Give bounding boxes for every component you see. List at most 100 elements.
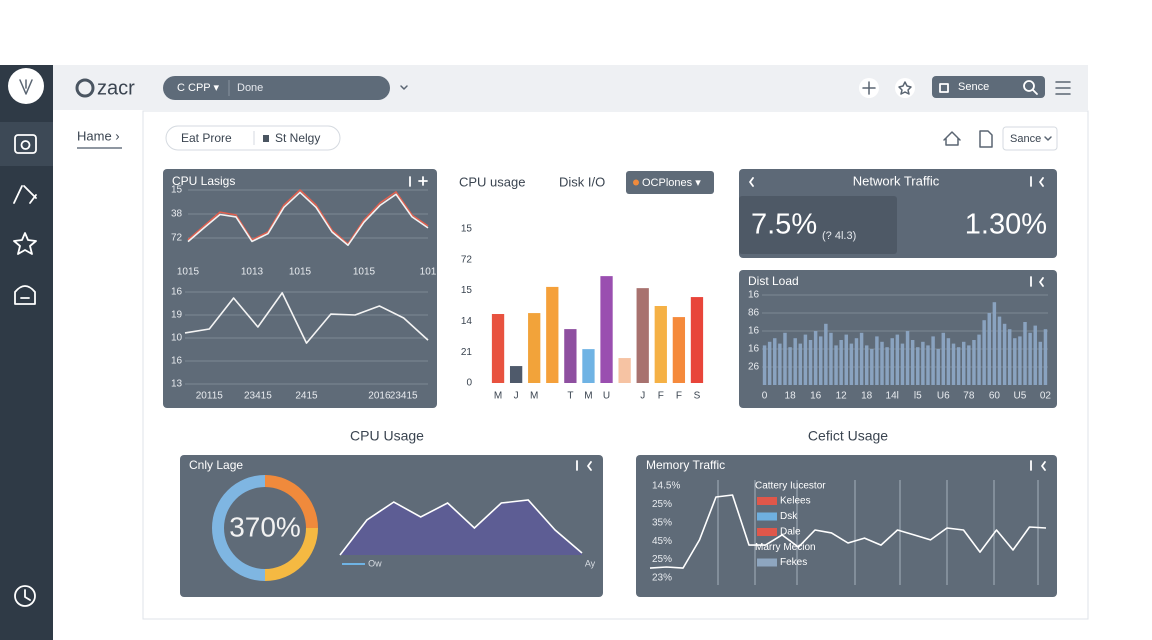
bar xyxy=(636,288,649,383)
icon-clock[interactable] xyxy=(14,585,36,607)
icon-bag[interactable] xyxy=(14,285,36,305)
icon-calendar[interactable] xyxy=(14,134,37,154)
bar xyxy=(690,297,704,383)
bar xyxy=(844,334,849,385)
donut-slice xyxy=(265,528,318,581)
y-tick-label: 26 xyxy=(748,362,760,373)
card-title: Memory Traffic xyxy=(646,458,725,472)
icon-calendar-dot xyxy=(20,140,31,150)
icon-clock-hand xyxy=(24,589,31,601)
area-fill xyxy=(340,500,582,555)
bar xyxy=(1033,325,1037,385)
bar xyxy=(773,338,777,385)
search-placeholder[interactable]: Sence xyxy=(958,81,989,93)
series-dropdown[interactable] xyxy=(626,171,714,194)
card-actions[interactable] xyxy=(409,176,428,187)
icon-star[interactable] xyxy=(13,232,37,255)
bar xyxy=(813,331,818,385)
x-tick-label: T xyxy=(567,391,573,402)
x-tick-label: U5 xyxy=(1014,391,1027,402)
x-tick-label: F xyxy=(676,391,682,402)
bar xyxy=(936,349,940,385)
toolbar-dropdown-label[interactable]: Sance xyxy=(1010,133,1041,145)
star-button[interactable] xyxy=(895,78,915,98)
bar xyxy=(491,314,505,383)
bar xyxy=(762,345,767,385)
x-tick-label: 2415 xyxy=(295,391,318,402)
y-tick-label: 72 xyxy=(171,233,183,244)
bar xyxy=(951,343,956,385)
x-tick-label: Ay xyxy=(585,558,596,568)
bar xyxy=(859,332,864,385)
filter[interactable]: Eat Prore xyxy=(181,131,232,145)
menu-icon[interactable] xyxy=(1055,81,1071,95)
bar xyxy=(1023,322,1027,385)
card-actions[interactable] xyxy=(1030,460,1046,471)
card-title: Dist Load xyxy=(748,274,799,288)
bar xyxy=(824,323,828,385)
bar xyxy=(997,316,1002,385)
x-tick-label: 101 xyxy=(420,267,437,278)
card-actions[interactable] xyxy=(1030,276,1044,287)
lock-icon xyxy=(263,135,269,142)
card-title: Network Traffic xyxy=(853,173,940,188)
bar xyxy=(926,345,930,385)
x-tick-label: 1015 xyxy=(177,267,200,278)
card-actions[interactable] xyxy=(749,176,1044,187)
bar xyxy=(1002,323,1007,385)
series-dropdown-label[interactable]: OCPlones ▾ xyxy=(642,177,701,189)
bar xyxy=(885,347,889,385)
x-tick-label: 23415 xyxy=(390,391,418,402)
card-actions[interactable] xyxy=(576,460,592,471)
y-tick-label: 35% xyxy=(652,517,672,528)
bar xyxy=(1007,329,1012,385)
x-tick-label: 20115 xyxy=(196,391,224,402)
toolbar-dropdown[interactable] xyxy=(1002,126,1058,151)
x-tick-label: 1013 xyxy=(241,267,264,278)
breadcrumb[interactable]: Hame › xyxy=(77,128,120,143)
search-icon[interactable] xyxy=(1023,80,1035,92)
scope-pill[interactable] xyxy=(163,76,390,100)
tab[interactable]: Disk I/O xyxy=(559,174,605,189)
x-tick-label: Ow xyxy=(368,558,382,568)
y-tick-label: 25% xyxy=(652,499,672,510)
home-icon[interactable] xyxy=(943,131,961,146)
card-cpu xyxy=(163,169,437,408)
x-tick-label: M xyxy=(494,391,502,402)
bar xyxy=(875,336,879,385)
bar xyxy=(582,349,595,383)
x-tick-label: F xyxy=(658,391,664,402)
donut-slice xyxy=(265,475,318,528)
bar xyxy=(1018,336,1022,385)
filter-pill[interactable] xyxy=(165,125,341,151)
search-box[interactable] xyxy=(932,76,1045,98)
bar xyxy=(818,336,823,385)
line-series xyxy=(649,494,1047,569)
pill-right[interactable]: Done xyxy=(237,82,263,94)
y-tick-label: 13 xyxy=(171,379,183,390)
bar xyxy=(890,338,894,385)
pill-left[interactable]: C CPP ▾ xyxy=(177,82,219,94)
filter[interactable]: St Nelgy xyxy=(275,131,320,145)
icon-flow[interactable] xyxy=(13,185,37,204)
bar xyxy=(654,306,667,383)
sidebar-icons[interactable] xyxy=(0,122,53,607)
bar xyxy=(849,343,854,385)
y-tick-label: 86 xyxy=(748,308,760,319)
x-tick-label: M xyxy=(530,391,538,402)
doc-icon[interactable] xyxy=(979,130,993,148)
bar xyxy=(528,313,541,383)
x-tick-label: J xyxy=(514,391,519,402)
x-tick-label: 1015 xyxy=(289,267,312,278)
y-tick-label: 45% xyxy=(652,536,672,547)
legend-label: Kelees xyxy=(780,496,811,507)
area-line xyxy=(339,499,583,556)
brand[interactable]: zacr xyxy=(97,77,135,99)
sidebar-active xyxy=(0,122,53,166)
pill-chevron[interactable] xyxy=(400,85,408,90)
bar xyxy=(870,349,874,385)
network-value: 1.30% xyxy=(965,209,1047,241)
bar xyxy=(905,331,910,385)
tab[interactable]: CPU usage xyxy=(459,174,525,189)
